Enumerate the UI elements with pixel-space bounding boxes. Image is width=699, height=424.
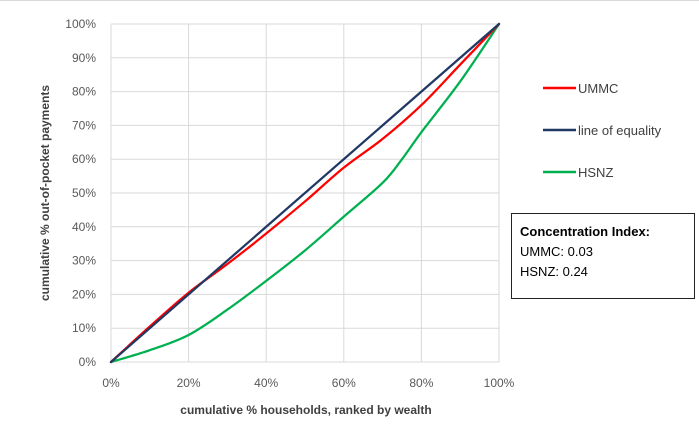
x-tick-label: 60% <box>332 376 356 390</box>
series-lines <box>109 22 501 364</box>
y-tick-label: 100% <box>65 17 96 31</box>
y-tick-label: 0% <box>79 355 97 369</box>
y-tick-label: 50% <box>72 186 96 200</box>
y-tick-label: 60% <box>72 152 96 166</box>
y-tick-label: 10% <box>72 321 96 335</box>
x-tick-label: 100% <box>484 376 515 390</box>
x-tick-labels: 0% 20% 40% 60% 80% 100% <box>102 376 514 390</box>
legend: UMMC line of equality HSNZ <box>543 81 662 180</box>
legend-label: HSNZ <box>578 165 613 180</box>
concentration-index-ummc: UMMC: 0.03 <box>520 244 593 259</box>
y-tick-label: 40% <box>72 220 96 234</box>
y-tick-label: 30% <box>72 254 96 268</box>
legend-label: line of equality <box>578 123 662 138</box>
y-tick-label: 20% <box>72 287 96 301</box>
concentration-index-title: Concentration Index: <box>520 224 651 239</box>
concentration-index-box: Concentration Index: UMMC: 0.03 HSNZ: 0.… <box>511 213 695 299</box>
concentration-index-hsnz: HSNZ: 0.24 <box>520 264 588 279</box>
series-line-ummc <box>109 22 501 364</box>
y-tick-label: 90% <box>72 51 96 65</box>
series-line-line-of-equality <box>109 22 501 364</box>
x-tick-label: 0% <box>102 376 120 390</box>
x-tick-label: 80% <box>409 376 433 390</box>
y-tick-label: 80% <box>72 85 96 99</box>
legend-label: UMMC <box>578 81 618 96</box>
x-tick-label: 20% <box>177 376 201 390</box>
series-line-hsnz <box>109 22 501 364</box>
x-axis-title: cumulative % households, ranked by wealt… <box>180 403 431 417</box>
y-tick-label: 70% <box>72 118 96 132</box>
x-tick-label: 40% <box>254 376 278 390</box>
y-axis-title: cumulative % out-of-pocket payments <box>38 85 52 301</box>
y-tick-labels: 0% 10% 20% 30% 40% 50% 60% 70% 80% 90% 100% <box>65 17 96 369</box>
